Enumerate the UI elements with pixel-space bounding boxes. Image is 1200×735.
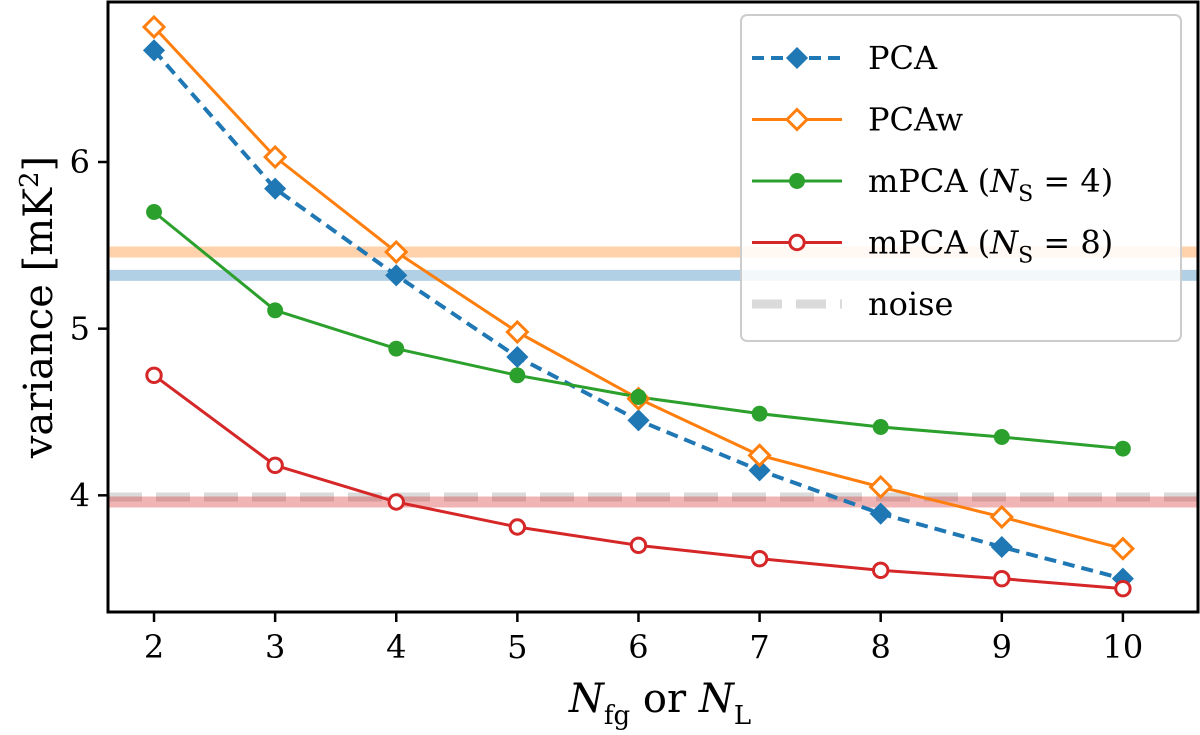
series-1-point-4 <box>506 345 529 369</box>
series-2-point-1 <box>141 14 167 40</box>
legend-label-5: noise <box>868 285 953 323</box>
series-4-point-1 <box>145 366 163 385</box>
y-tick-label-1: 4 <box>70 476 90 514</box>
series-2-point-8 <box>989 504 1014 530</box>
legend-marker-4 <box>788 233 806 252</box>
legend-label-3: mPCA (NS = 4) <box>868 162 1113 207</box>
x-tick-label-5: 6 <box>628 628 648 666</box>
series-markers <box>141 14 1136 598</box>
series-3-point-4 <box>509 367 526 384</box>
series-2-point-2 <box>263 144 288 170</box>
series-1-point-8 <box>990 535 1013 559</box>
series-2-point-9 <box>1110 536 1136 561</box>
series-4-point-5 <box>629 536 648 555</box>
legend-box <box>740 14 1182 342</box>
x-axis-ticks: 2 3 4 5 6 7 8 9 10 <box>144 612 1143 666</box>
plot-frame <box>106 0 1200 614</box>
series-1-point-5 <box>627 409 650 432</box>
series-3-point-6 <box>751 405 768 422</box>
legend-label-1: PCA <box>868 39 938 77</box>
series-3-point-7 <box>872 419 889 435</box>
series-2-point-4 <box>505 319 530 345</box>
x-tick-label-4: 5 <box>507 628 527 666</box>
legend-label-4: mPCA (NS = 8) <box>868 224 1113 269</box>
series-1-point-3 <box>385 264 408 287</box>
series-3-point-3 <box>388 340 405 357</box>
series-2-point-3 <box>384 239 409 265</box>
x-tick-label-6: 7 <box>749 628 769 666</box>
x-tick-label-3: 4 <box>386 628 406 666</box>
legend-marker-1 <box>785 46 809 70</box>
x-axis-label: Nfg or NL <box>568 676 751 731</box>
series-4-point-4 <box>508 518 527 536</box>
series-4-point-3 <box>387 493 405 511</box>
series-3-point-1 <box>146 204 162 220</box>
x-tick-label-1: 2 <box>144 628 164 666</box>
legend-marker-2 <box>784 107 810 132</box>
y-tick-label-2: 5 <box>70 310 90 348</box>
legend: PCA PCAw mPCA (NS = 4) mPCA (NS = 8) noise <box>740 14 1182 342</box>
y-tick-label-3: 6 <box>70 143 90 181</box>
series-4-point-7 <box>871 561 890 580</box>
x-tick-label-2: 3 <box>265 628 285 666</box>
y-axis-ticks: 4 5 6 <box>70 143 108 514</box>
legend-label-2: PCAw <box>868 101 963 139</box>
series-4-point-9 <box>1114 579 1132 598</box>
series-3-point-5 <box>630 389 647 405</box>
y-axis-label: variance [mK2] <box>15 156 62 459</box>
series-3-point-8 <box>993 429 1010 445</box>
series-3-point-9 <box>1114 440 1131 457</box>
x-tick-label-9: 10 <box>1103 628 1144 666</box>
x-tick-label-8: 9 <box>992 628 1012 666</box>
series-4-point-6 <box>750 549 769 568</box>
series-4-point-2 <box>266 456 284 475</box>
x-tick-label-7: 8 <box>871 628 891 666</box>
series-4-point-8 <box>993 569 1011 588</box>
series-1-point-2 <box>264 177 287 200</box>
series-2-point-6 <box>747 443 772 468</box>
series-3-point-2 <box>267 302 284 319</box>
series-2-point-7 <box>868 474 893 500</box>
series-1-point-1 <box>142 39 166 62</box>
series-1-point-6 <box>748 459 771 482</box>
legend-marker-3 <box>789 173 805 189</box>
series-1-point-7 <box>869 502 892 525</box>
